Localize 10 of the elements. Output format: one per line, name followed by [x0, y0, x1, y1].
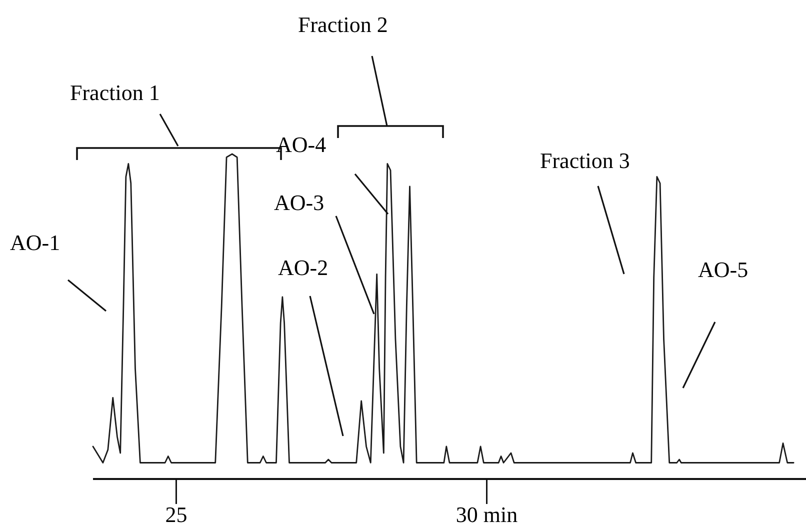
annotation: AO-3	[274, 190, 324, 215]
annotation: AO-4	[276, 132, 326, 157]
annotation: Fraction 3	[540, 148, 630, 173]
text: AO-1	[10, 230, 60, 255]
x-tick-label: 25	[165, 502, 188, 526]
text: Fraction 1	[70, 80, 160, 105]
text: Fraction 2	[298, 12, 388, 37]
x-tick-label: 30 min	[456, 502, 518, 526]
annotation: AO-5	[698, 257, 748, 282]
annotation: AO-2	[278, 255, 328, 280]
